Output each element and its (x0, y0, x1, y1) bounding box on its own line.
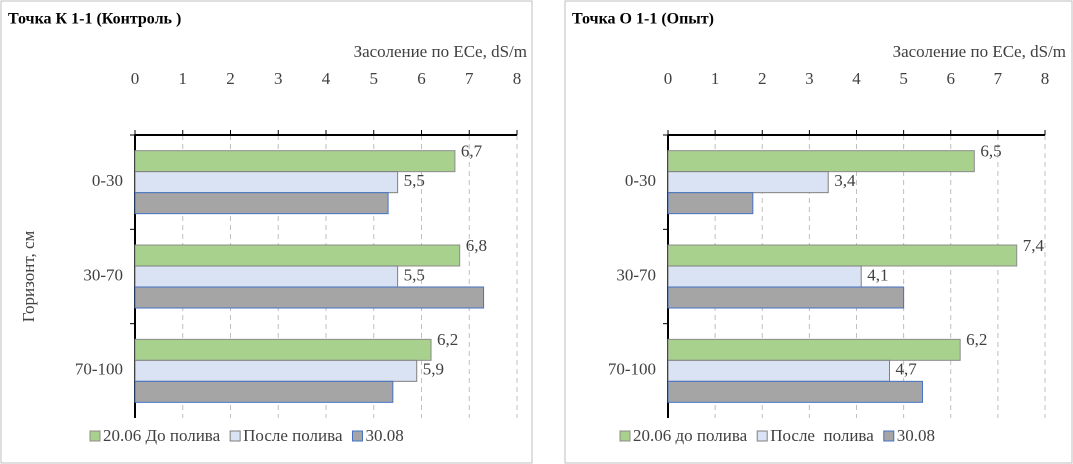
bar (667, 265, 862, 288)
x-tick-label: 5 (899, 69, 908, 88)
data-label: 5,5 (404, 171, 425, 190)
bar (667, 192, 754, 215)
bar (667, 380, 923, 403)
data-label: 6,2 (437, 330, 458, 349)
bar (134, 359, 418, 382)
bar (667, 286, 905, 309)
legend-swatch (229, 430, 241, 442)
y-tick-label: 70-100 (75, 360, 123, 379)
data-label: 6,8 (466, 236, 487, 255)
bar (667, 338, 961, 361)
x-axis-label: Засоление по ECe, dS/m (893, 42, 1066, 61)
bar (134, 380, 394, 403)
y-tick-label: 30-70 (616, 265, 656, 284)
bar (667, 171, 829, 194)
chart-title: Точка О 1-1 (Опыт) (572, 11, 714, 28)
x-tick-label: 5 (370, 69, 379, 88)
legend-swatch (756, 430, 768, 442)
legend-swatch (89, 430, 101, 442)
x-tick-label: 2 (226, 69, 235, 88)
bar (134, 244, 461, 267)
y-tick-label: 70-100 (608, 360, 656, 379)
bar (134, 286, 485, 309)
legend-label: 20.06 до полива (633, 426, 748, 445)
data-label: 6,7 (461, 142, 483, 161)
chart-title: Точка К 1-1 (Контроль ) (8, 11, 181, 28)
data-label: 6,5 (980, 142, 1001, 161)
x-tick-label: 0 (131, 69, 140, 88)
x-tick-label: 2 (758, 69, 767, 88)
legend-label: После полива (243, 426, 343, 445)
data-label: 7,4 (1023, 236, 1045, 255)
data-label: 6,2 (966, 330, 987, 349)
x-tick-label: 1 (179, 69, 188, 88)
legend-label: 30.08 (365, 426, 403, 445)
data-label: 5,5 (404, 265, 425, 284)
x-tick-label: 3 (274, 69, 283, 88)
legend-label: 20.06 До полива (103, 426, 221, 445)
y-tick-label: 0-30 (92, 171, 123, 190)
x-axis-label: Засоление по ECe, dS/m (354, 42, 527, 61)
bar (134, 265, 399, 288)
x-tick-label: 6 (417, 69, 426, 88)
data-label: 4,1 (867, 265, 888, 284)
x-tick-label: 7 (994, 69, 1003, 88)
bar (667, 359, 890, 382)
legend-label: 30.08 (897, 426, 935, 445)
x-tick-label: 8 (513, 69, 522, 88)
bar (134, 171, 399, 194)
legend-label: После полива (770, 426, 874, 445)
x-tick-label: 4 (852, 69, 861, 88)
bar (134, 192, 389, 215)
data-label: 3,4 (834, 171, 856, 190)
x-tick-label: 3 (805, 69, 814, 88)
y-axis-label: Горизонт, см (19, 230, 38, 322)
bar (134, 338, 432, 361)
data-label: 5,9 (423, 360, 444, 379)
y-tick-label: 30-70 (83, 265, 123, 284)
bar (134, 150, 456, 173)
legend-swatch (883, 430, 895, 442)
x-tick-label: 0 (664, 69, 673, 88)
legend-swatch (351, 430, 363, 442)
bar (667, 244, 1018, 267)
data-label: 4,7 (895, 360, 917, 379)
legend-swatch (619, 430, 631, 442)
x-tick-label: 1 (711, 69, 720, 88)
y-tick-label: 0-30 (625, 171, 656, 190)
bar (667, 150, 975, 173)
x-tick-label: 4 (322, 69, 331, 88)
x-tick-label: 8 (1041, 69, 1050, 88)
x-tick-label: 6 (947, 69, 956, 88)
x-tick-label: 7 (465, 69, 474, 88)
